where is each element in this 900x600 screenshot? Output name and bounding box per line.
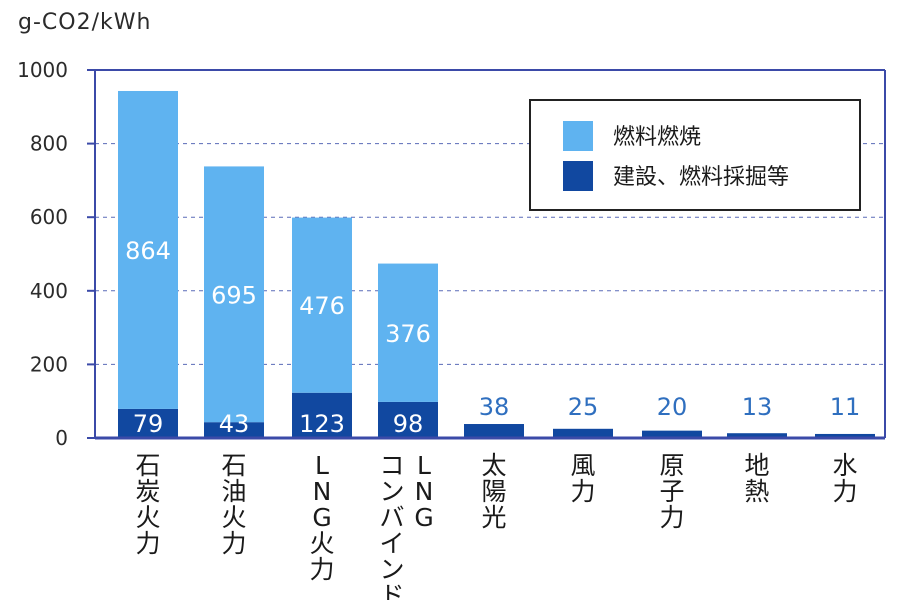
y-tick-label: 400 [30, 279, 68, 303]
category-label: 太陽光 [481, 451, 506, 532]
bar-construction [204, 422, 264, 438]
data-label-construction: 25 [568, 393, 599, 421]
y-tick-label: 1000 [17, 58, 68, 82]
category-label-char: L [417, 451, 431, 480]
category-label-char: 力 [309, 555, 334, 584]
legend-swatch-construction [563, 161, 593, 191]
category-label: 原子力 [659, 451, 684, 532]
category-label-char: 力 [570, 477, 595, 506]
category-label-char: 石 [135, 451, 160, 480]
axes: 0 200 400 600 800 1000 [17, 58, 886, 450]
y-axis-unit-label: g-CO2/kWh [18, 10, 152, 35]
bar-construction [292, 392, 352, 438]
category-label-char: 炭 [135, 477, 160, 506]
category-label-char: コ [379, 451, 404, 480]
category-label-char: 石 [221, 451, 246, 480]
bar-construction [727, 433, 787, 438]
category-label-char: 原 [659, 451, 684, 480]
y-tick-label: 200 [30, 352, 68, 376]
legend-box [529, 99, 861, 211]
category-label-char: 火 [309, 529, 334, 558]
data-label-fuel: 695 [211, 281, 257, 309]
category-label-char: 太 [481, 451, 506, 480]
category-label: 水力 [832, 451, 857, 506]
category-label-char: 力 [221, 529, 246, 558]
legend-swatch-fuel [563, 121, 593, 151]
data-label-construction: 20 [657, 393, 688, 421]
bar-construction [642, 430, 702, 438]
category-label: 風力 [570, 451, 595, 506]
category-label-char: N [313, 477, 332, 506]
category-label-char: 風 [570, 451, 595, 480]
bar-fuel [292, 217, 352, 393]
y-tick-label: 600 [30, 205, 68, 229]
category-label-char: 力 [659, 503, 684, 532]
data-label-construction: 123 [299, 410, 345, 438]
category-label-char: L [315, 451, 329, 480]
data-label-construction: 79 [133, 410, 164, 438]
category-label-char: 火 [221, 503, 246, 532]
category-label-char: 力 [832, 477, 857, 506]
category-label-char: 油 [221, 477, 246, 506]
category-label-char: 熱 [744, 477, 769, 506]
category-label-char: N [415, 477, 434, 506]
category-label-char: G [414, 503, 433, 532]
category-label-char: G [312, 503, 331, 532]
category-label-char: ド [379, 581, 404, 600]
bars [118, 90, 875, 438]
bar-construction [815, 433, 875, 438]
y-tick-label: 800 [30, 132, 68, 156]
bar-construction [464, 424, 524, 438]
category-label-char: ン [379, 555, 404, 584]
category-label-char: 陽 [481, 477, 506, 506]
bar-fuel [378, 263, 438, 402]
data-label-construction: 13 [742, 393, 773, 421]
data-label-construction: 11 [830, 393, 861, 421]
bar-construction [378, 401, 438, 438]
data-label-construction: 38 [479, 393, 510, 421]
data-label-fuel: 376 [385, 320, 431, 348]
data-labels: 864 79 695 43 476 123 376 98 38 25 20 13 11 [125, 237, 860, 438]
category-label-char: 子 [659, 477, 684, 506]
bar-fuel [118, 90, 178, 409]
category-label-char: ン [379, 477, 404, 506]
data-label-construction: 98 [393, 410, 424, 438]
category-label-char: バ [379, 503, 404, 532]
bar-construction [553, 428, 613, 438]
category-label-char: イ [379, 529, 404, 558]
category-label-char: 火 [135, 503, 160, 532]
data-label-fuel: 864 [125, 237, 171, 265]
category-label: 地熱 [744, 451, 769, 506]
data-label-construction: 43 [219, 410, 250, 438]
y-tick-label: 0 [55, 426, 68, 450]
bar-fuel [204, 166, 264, 423]
category-label-char: 光 [481, 503, 506, 532]
data-label-fuel: 476 [299, 292, 345, 320]
category-label-char: 水 [832, 451, 857, 480]
category-label-char: 地 [744, 451, 769, 480]
bar-construction [118, 408, 178, 438]
legend-label-fuel: 燃料燃焼 [613, 125, 701, 150]
category-label-char: 力 [135, 529, 160, 558]
legend-label-construction: 建設、燃料採掘等 [613, 165, 789, 190]
